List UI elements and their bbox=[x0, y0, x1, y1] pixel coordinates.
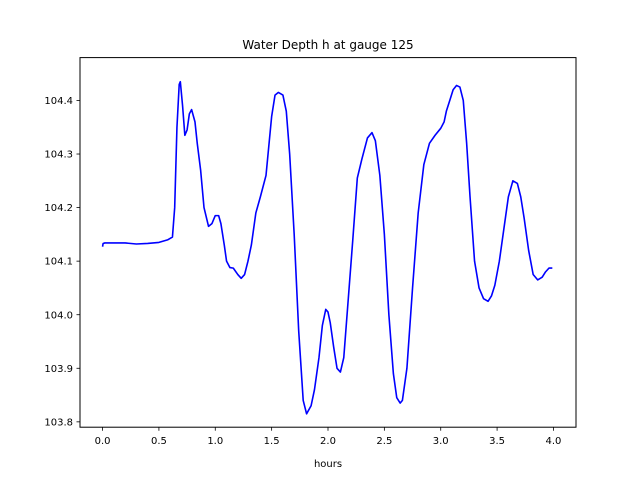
x-tick-label: 0.5 bbox=[151, 436, 167, 447]
series-line bbox=[101, 80, 553, 415]
chart-title: Water Depth h at gauge 125 bbox=[242, 38, 413, 52]
x-tick-label: 0.0 bbox=[95, 436, 111, 447]
x-tick-label: 4.0 bbox=[546, 436, 562, 447]
plot-frame bbox=[79, 57, 577, 428]
x-tick-label: 2.0 bbox=[320, 436, 336, 447]
x-tick-label: 2.5 bbox=[376, 436, 392, 447]
x-tick-label: 3.0 bbox=[433, 436, 449, 447]
y-tick-label: 104.0 bbox=[44, 310, 73, 321]
y-tick-label: 104.2 bbox=[44, 203, 73, 214]
y-tick-label: 103.9 bbox=[44, 364, 73, 375]
plot-area bbox=[79, 57, 577, 428]
x-axis: 0.0 0.5 1.0 1.5 2.0 2.5 3.0 3.5 4.0 bbox=[95, 427, 562, 447]
y-tick-label: 104.3 bbox=[44, 150, 73, 161]
x-tick-label: 1.5 bbox=[264, 436, 280, 447]
y-tick-label: 103.8 bbox=[44, 417, 73, 428]
y-axis: 103.8 103.9 104.0 104.1 104.2 104.3 104.4 bbox=[44, 96, 80, 428]
x-tick-label: 3.5 bbox=[489, 436, 505, 447]
x-axis-label: hours bbox=[314, 459, 342, 470]
y-tick-label: 104.1 bbox=[44, 257, 73, 268]
x-tick-label: 1.0 bbox=[207, 436, 223, 447]
y-tick-label: 104.4 bbox=[44, 96, 73, 107]
